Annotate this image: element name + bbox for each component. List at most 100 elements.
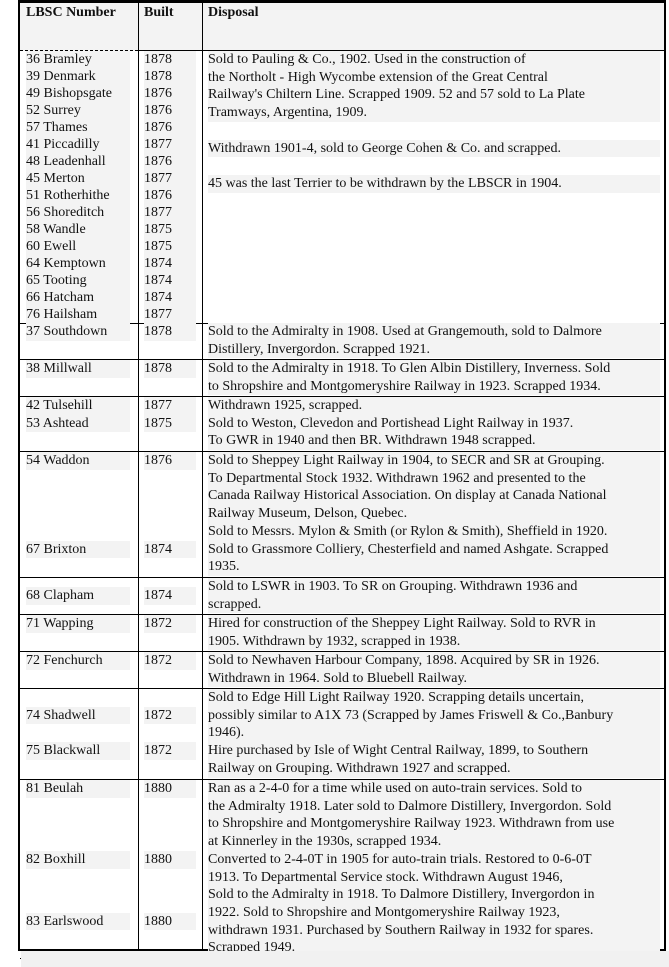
lbsc-number-cell: 75 Blackwall <box>26 742 130 760</box>
built-cell: 1877 <box>144 397 196 415</box>
lbsc-number-cell: 38 Millwall <box>26 360 130 378</box>
disposal-line: Railway's Chiltern Line. Scrapped 1909. … <box>208 86 660 105</box>
lbsc-number-cell: 57 Thames <box>26 119 130 136</box>
built-cell: 1878 <box>144 360 196 378</box>
disposal-line: Sold to Messrs. Mylon & Smith (or Rylon … <box>208 522 660 541</box>
disposal-line: Sold to Weston, Clevedon and Portishead … <box>208 414 660 433</box>
lbsc-number-cell: 41 Piccadilly <box>26 136 130 153</box>
disposal-line: Hire purchased by Isle of Wight Central … <box>208 742 660 760</box>
disposal-line: Railway on Grouping. Withdrawn 1927 and … <box>208 759 660 778</box>
built-cell: 1874 <box>144 272 196 289</box>
row-divider <box>20 779 138 780</box>
built-cell: 1876 <box>144 153 196 170</box>
disposal-line: Hired for construction of the Sheppey Li… <box>208 615 660 633</box>
row-divider <box>20 396 138 397</box>
lbsc-number-cell: 76 Hailsham <box>26 306 130 323</box>
lbsc-number-cell: 37 Southdown <box>26 323 130 341</box>
disposal-line: 1946). <box>208 724 660 743</box>
disposal-line: to Shropshire and Montgomeryshire Railwa… <box>208 377 660 396</box>
lbsc-number-cell: 74 Shadwell <box>26 706 130 725</box>
disposal-line <box>208 157 660 175</box>
built-cell: 1872 <box>144 652 196 670</box>
built-cell: 1872 <box>144 742 196 760</box>
disposal-line: scrapped. <box>208 595 660 614</box>
disposal-line: Sold to Edge Hill Light Railway 1920. Sc… <box>208 689 660 707</box>
disposal-line: Withdrawn in 1964. Sold to Bluebell Rail… <box>208 669 660 688</box>
built-cell: 1880 <box>144 912 196 931</box>
disposal-line: Sold to the Admiralty in 1918. To Glen A… <box>208 360 660 378</box>
disposal-line: Railway Museum, Delson, Quebec. <box>208 505 660 523</box>
disposal-line: 1905. Withdrawn by 1932, scrapped in 193… <box>208 632 660 651</box>
disposal-line: at Kinnerley in the 1930s, scrapped 1934… <box>208 833 660 851</box>
disposal-line: Withdrawn 1925, scrapped. <box>208 397 660 415</box>
row-divider <box>20 688 138 689</box>
lbsc-number-cell: 53 Ashtead <box>26 414 130 433</box>
lbsc-number-cell: 51 Rotherhithe <box>26 187 130 204</box>
built-cell: 1880 <box>144 850 196 869</box>
header-disposal: Disposal <box>202 3 664 51</box>
built-cell: 1877 <box>144 204 196 221</box>
built-cell: 1878 <box>144 51 196 68</box>
disposal-line: Sold to Grassmore Colliery, Chesterfield… <box>208 540 660 559</box>
disposal-line: to Shropshire and Montgomeryshire Railwa… <box>208 815 660 834</box>
table-row-group: 71 Wapping 1872 Hired for construction of … <box>20 615 664 652</box>
built-cell: 1880 <box>144 780 196 798</box>
built-cell: 1876 <box>144 85 196 102</box>
lbsc-number-cell: 71 Wapping <box>26 615 130 633</box>
built-cell: 1878 <box>144 323 196 341</box>
built-cell: 1874 <box>144 289 196 306</box>
built-cell: 1874 <box>144 586 196 605</box>
disposal-line: 45 was the last Terrier to be withdrawn … <box>208 174 660 193</box>
lbsc-number-cell: 81 Beulah <box>26 780 130 798</box>
disposal-line: Tramways, Argentina, 1909. <box>208 104 660 122</box>
lbsc-number-cell: 36 Bramley <box>26 51 130 68</box>
built-cell: 1872 <box>144 706 196 725</box>
built-cell: 1874 <box>144 540 196 559</box>
disposal-line: 1913. To Departmental Service stock. Wit… <box>208 868 660 887</box>
lbsc-number-cell: 68 Clapham <box>26 586 130 605</box>
row-divider <box>20 651 138 652</box>
disposal-line: Sold to the Admiralty in 1908. Used at G… <box>208 323 660 341</box>
lbsc-number-cell: 42 Tulsehill <box>26 397 130 415</box>
disposal-line: Sold to Sheppey Light Railway in 1904, t… <box>208 452 660 470</box>
disposal-line: the Northolt - High Wycombe extension of… <box>208 68 660 87</box>
disposal-line: 1935. <box>208 558 660 576</box>
built-cell: 1876 <box>144 102 196 119</box>
row-divider <box>20 451 138 452</box>
built-cell: 1876 <box>144 119 196 136</box>
footer-bar <box>21 951 669 967</box>
lbsc-number-cell: 83 Earlswood <box>26 912 130 931</box>
lbsc-number-cell: 52 Surrey <box>26 102 130 119</box>
lbsc-number-cell: 72 Fenchurch <box>26 652 130 670</box>
header-lbsc-number: LBSC Number <box>20 3 138 51</box>
disposal-line: possibly similar to A1X 73 (Scrapped by … <box>208 706 660 725</box>
table-row-group: 81 Beulah 1880 Ran as a 2-4-0 for a time w… <box>20 780 664 959</box>
table-row-group: 72 Fenchurch 1872 Sold to Newhaven Harbour… <box>20 652 664 689</box>
built-cell: 1877 <box>144 136 196 153</box>
lbsc-number-cell: 64 Kemptown <box>26 255 130 272</box>
header-built: Built <box>138 3 202 51</box>
built-cell: 1875 <box>144 238 196 255</box>
lbsc-number-cell: 60 Ewell <box>26 238 130 255</box>
lbsc-number-cell: 58 Wandle <box>26 221 130 238</box>
row-divider <box>20 577 138 578</box>
lbsc-number-cell: 39 Denmark <box>26 68 130 85</box>
disposal-line: To Departmental Stock 1932. Withdrawn 19… <box>208 469 660 488</box>
disposal-line: Sold to the Admiralty in 1918. To Dalmor… <box>208 886 660 904</box>
disposal-line: Ran as a 2-4-0 for a time while used on … <box>208 780 660 798</box>
lbsc-number-cell: 54 Waddon <box>26 452 130 470</box>
lbsc-number-cell: 65 Tooting <box>26 272 130 289</box>
built-cell: 1877 <box>144 306 196 323</box>
disposal-line: Converted to 2-4-0T in 1905 for auto-tra… <box>208 850 660 869</box>
lbsc-number-cell: 67 Brixton <box>26 540 130 559</box>
built-cell: 1878 <box>144 68 196 85</box>
disposal-line: Distillery, Invergordon. Scrapped 1921. <box>208 340 660 359</box>
lbsc-number-cell: 56 Shoreditch <box>26 204 130 221</box>
built-cell: 1875 <box>144 221 196 238</box>
built-cell: 1877 <box>144 170 196 187</box>
built-cell: 1876 <box>144 452 196 470</box>
lbsc-number-cell: 48 Leadenhall <box>26 153 130 170</box>
disposal-line: Canada Railway Historical Association. O… <box>208 487 660 506</box>
disposal-line: Sold to Newhaven Harbour Company, 1898. … <box>208 652 660 670</box>
built-cell: 1875 <box>144 414 196 433</box>
